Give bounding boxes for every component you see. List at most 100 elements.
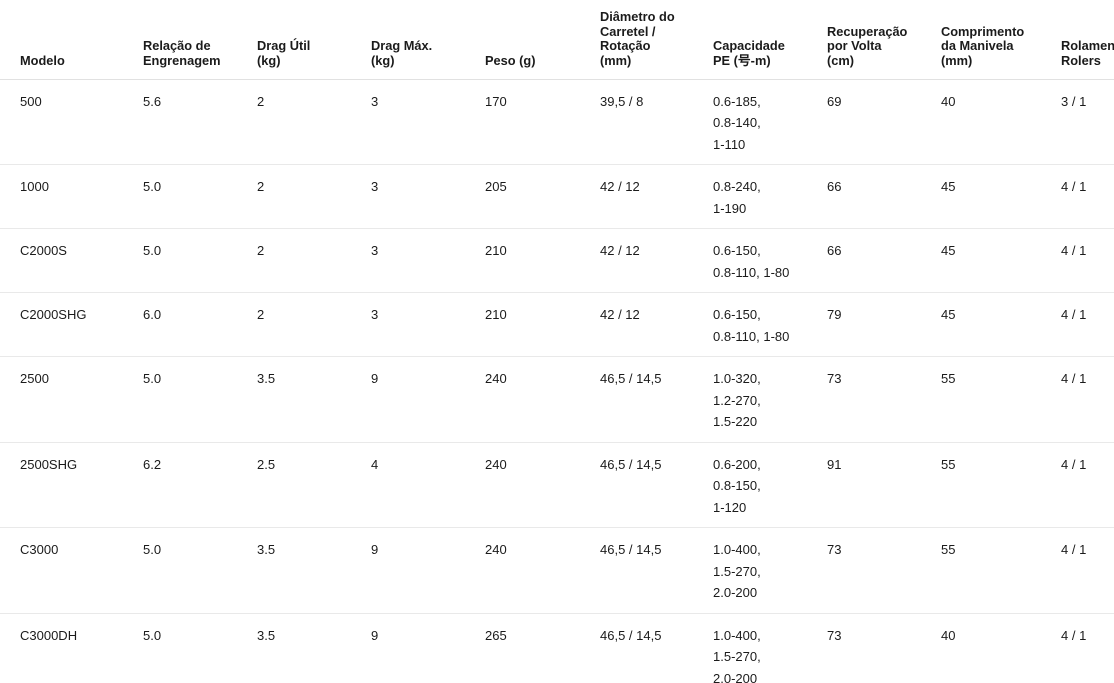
cell-recuperacao: 73 <box>827 527 941 614</box>
cell-relacao: 5.0 <box>143 164 257 230</box>
cell-modelo: 500 <box>0 79 143 166</box>
cell-peso: 205 <box>485 164 600 230</box>
cell-drag_max: 3 <box>371 164 485 230</box>
column-header-rolamentos: Rolamentos Rolers <box>1061 0 1114 80</box>
cell-diametro: 46,5 / 14,5 <box>600 356 713 443</box>
cell-rolamentos: 4 / 1 <box>1061 442 1114 529</box>
cell-modelo: 1000 <box>0 164 143 230</box>
cell-diametro: 46,5 / 14,5 <box>600 442 713 529</box>
cell-drag_util: 2 <box>257 292 371 358</box>
cell-recuperacao: 79 <box>827 292 941 358</box>
cell-modelo: 2500 <box>0 356 143 443</box>
cell-drag_max: 9 <box>371 527 485 614</box>
cell-peso: 210 <box>485 228 600 294</box>
cell-diametro: 42 / 12 <box>600 292 713 358</box>
cell-recuperacao: 66 <box>827 164 941 230</box>
table-row-C2000SHG: C2000SHG 6.0 2 3 210 42 / 12 0.6-150, 0.8-110,… <box>0 292 1114 358</box>
cell-peso: 210 <box>485 292 600 358</box>
column-header-diametro: Diâmetro do Carretel / Rotação (mm) <box>600 0 713 80</box>
cell-drag_max: 3 <box>371 79 485 166</box>
cell-drag_util: 2 <box>257 164 371 230</box>
cell-peso: 170 <box>485 79 600 166</box>
cell-comprimento: 45 <box>941 292 1061 358</box>
table-body: 500 5.6 2 3 170 39,5 / 8 0.6-185, 0.8-140, 1-1… <box>0 79 1114 683</box>
cell-rolamentos: 4 / 1 <box>1061 292 1114 358</box>
column-header-peso: Peso (g) <box>485 0 600 80</box>
cell-rolamentos: 3 / 1 <box>1061 79 1114 166</box>
cell-comprimento: 55 <box>941 442 1061 529</box>
cell-recuperacao: 73 <box>827 613 941 683</box>
cell-drag_max: 9 <box>371 356 485 443</box>
cell-recuperacao: 66 <box>827 228 941 294</box>
cell-diametro: 42 / 12 <box>600 228 713 294</box>
table-head: Modelo Relação de Engrenagem Drag Útil (kg… <box>0 0 1114 80</box>
cell-peso: 240 <box>485 527 600 614</box>
cell-peso: 240 <box>485 356 600 443</box>
cell-comprimento: 40 <box>941 613 1061 683</box>
cell-modelo: 2500SHG <box>0 442 143 529</box>
cell-recuperacao: 73 <box>827 356 941 443</box>
table-row-C2000S: C2000S 5.0 2 3 210 42 / 12 0.6-150, 0.8-110, 1… <box>0 228 1114 294</box>
column-header-recuperacao: Recuperação por Volta (cm) <box>827 0 941 80</box>
cell-comprimento: 55 <box>941 527 1061 614</box>
column-header-modelo: Modelo <box>0 0 143 80</box>
cell-drag_max: 3 <box>371 292 485 358</box>
cell-drag_util: 3.5 <box>257 613 371 683</box>
cell-modelo: C3000 <box>0 527 143 614</box>
table-row-1000: 1000 5.0 2 3 205 42 / 12 0.8-240, 1-190 66 45 4 /… <box>0 164 1114 230</box>
cell-relacao: 6.0 <box>143 292 257 358</box>
cell-comprimento: 55 <box>941 356 1061 443</box>
cell-relacao: 5.0 <box>143 613 257 683</box>
cell-capacidade: 1.0-400, 1.5-270, 2.0-200 <box>713 613 827 683</box>
cell-modelo: C2000S <box>0 228 143 294</box>
cell-capacidade: 1.0-320, 1.2-270, 1.5-220 <box>713 356 827 443</box>
cell-drag_util: 2 <box>257 228 371 294</box>
cell-relacao: 5.0 <box>143 356 257 443</box>
table-row-500: 500 5.6 2 3 170 39,5 / 8 0.6-185, 0.8-140, 1-1… <box>0 79 1114 166</box>
cell-modelo: C3000DH <box>0 613 143 683</box>
cell-comprimento: 40 <box>941 79 1061 166</box>
cell-rolamentos: 4 / 1 <box>1061 228 1114 294</box>
column-header-relacao: Relação de Engrenagem <box>143 0 257 80</box>
column-header-drag_util: Drag Útil (kg) <box>257 0 371 80</box>
table-row-2500SHG: 2500SHG 6.2 2.5 4 240 46,5 / 14,5 0.6-200, 0.8… <box>0 442 1114 529</box>
cell-drag_max: 4 <box>371 442 485 529</box>
cell-recuperacao: 69 <box>827 79 941 166</box>
cell-capacidade: 0.6-150, 0.8-110, 1-80 <box>713 228 827 294</box>
cell-drag_util: 3.5 <box>257 527 371 614</box>
cell-rolamentos: 4 / 1 <box>1061 356 1114 443</box>
cell-capacidade: 0.8-240, 1-190 <box>713 164 827 230</box>
cell-drag_util: 2 <box>257 79 371 166</box>
table-row-C3000DH: C3000DH 5.0 3.5 9 265 46,5 / 14,5 1.0-400, 1.5… <box>0 613 1114 683</box>
cell-rolamentos: 4 / 1 <box>1061 164 1114 230</box>
column-header-comprimento: Comprimento da Manivela (mm) <box>941 0 1061 80</box>
cell-relacao: 6.2 <box>143 442 257 529</box>
cell-diametro: 39,5 / 8 <box>600 79 713 166</box>
cell-relacao: 5.6 <box>143 79 257 166</box>
cell-drag_util: 3.5 <box>257 356 371 443</box>
cell-comprimento: 45 <box>941 164 1061 230</box>
header-row: Modelo Relação de Engrenagem Drag Útil (kg… <box>0 0 1114 80</box>
table-row-2500: 2500 5.0 3.5 9 240 46,5 / 14,5 1.0-320, 1.2-27… <box>0 356 1114 443</box>
cell-capacidade: 0.6-150, 0.8-110, 1-80 <box>713 292 827 358</box>
cell-comprimento: 45 <box>941 228 1061 294</box>
cell-drag_max: 9 <box>371 613 485 683</box>
cell-capacidade: 0.6-185, 0.8-140, 1-110 <box>713 79 827 166</box>
cell-rolamentos: 4 / 1 <box>1061 613 1114 683</box>
cell-diametro: 42 / 12 <box>600 164 713 230</box>
cell-diametro: 46,5 / 14,5 <box>600 613 713 683</box>
column-header-drag_max: Drag Máx. (kg) <box>371 0 485 80</box>
column-header-capacidade: Capacidade PE (号-m) <box>713 0 827 80</box>
cell-drag_max: 3 <box>371 228 485 294</box>
cell-drag_util: 2.5 <box>257 442 371 529</box>
cell-recuperacao: 91 <box>827 442 941 529</box>
cell-relacao: 5.0 <box>143 228 257 294</box>
cell-modelo: C2000SHG <box>0 292 143 358</box>
cell-capacidade: 1.0-400, 1.5-270, 2.0-200 <box>713 527 827 614</box>
cell-diametro: 46,5 / 14,5 <box>600 527 713 614</box>
table-row-C3000: C3000 5.0 3.5 9 240 46,5 / 14,5 1.0-400, 1.5-2… <box>0 527 1114 614</box>
cell-rolamentos: 4 / 1 <box>1061 527 1114 614</box>
cell-peso: 265 <box>485 613 600 683</box>
